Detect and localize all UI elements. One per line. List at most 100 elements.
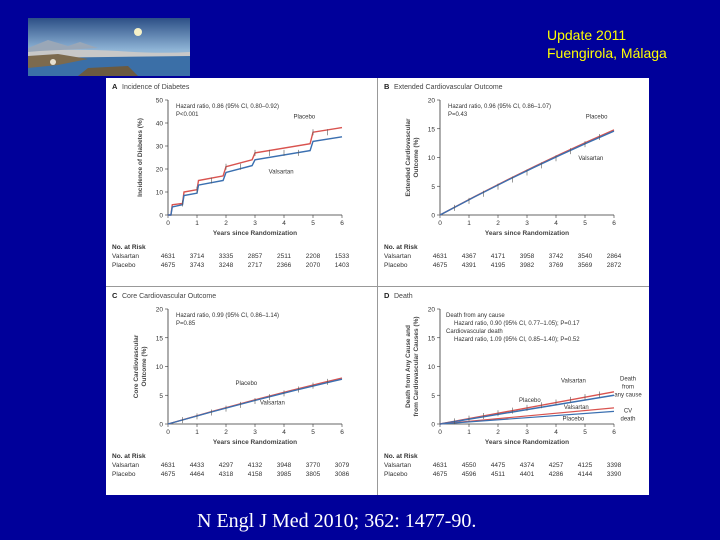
risk-value: 3540 <box>578 253 593 260</box>
y-tick-label: 5 <box>159 393 163 400</box>
y-tick-label: 5 <box>431 393 435 400</box>
risk-value: 4374 <box>520 462 535 469</box>
y-tick-label: 10 <box>156 190 164 197</box>
x-tick-label: 6 <box>340 220 344 227</box>
x-axis-label: Years since Randomization <box>213 230 297 237</box>
risk-value: 4631 <box>161 253 176 260</box>
x-tick-label: 4 <box>282 429 286 436</box>
panel-chart: B Extended Cardiovascular Outcome05101520… <box>384 82 622 269</box>
curve-label: Placebo <box>519 398 541 404</box>
risk-value: 4631 <box>433 253 448 260</box>
hazard-ratio-text: Death from any cause <box>446 313 505 319</box>
x-tick-label: 1 <box>195 220 199 227</box>
risk-value: 2366 <box>277 262 292 269</box>
risk-value: 2872 <box>607 262 622 269</box>
y-tick-label: 20 <box>156 307 164 314</box>
risk-row-name: Placebo <box>112 262 136 269</box>
x-tick-label: 0 <box>438 220 442 227</box>
x-tick-label: 0 <box>438 429 442 436</box>
y-axis-label: Core CardiovascularOutcome (%) <box>133 334 148 398</box>
panel-title: Core Cardiovascular Outcome <box>122 293 216 300</box>
risk-value: 4257 <box>549 462 564 469</box>
y-tick-label: 50 <box>156 98 164 105</box>
risk-value: 4318 <box>219 471 234 478</box>
risk-value: 4158 <box>248 471 263 478</box>
y-tick-label: 10 <box>156 364 164 371</box>
hazard-ratio-text: P=0.43 <box>448 112 468 118</box>
panel-chart: D Death 0 5 10 15 20 0 1 2 3 4 5 6 Years since Randomi… <box>384 291 642 478</box>
x-tick-label: 1 <box>195 429 199 436</box>
risk-value: 4132 <box>248 462 263 469</box>
panel-letter: D <box>384 291 390 300</box>
risk-row-name: Valsartan <box>112 462 139 469</box>
side-label: Death from any cause <box>614 376 642 398</box>
x-tick-label: 2 <box>496 429 500 436</box>
y-tick-label: 20 <box>428 98 436 105</box>
x-axis-label: Years since Randomization <box>213 439 297 446</box>
x-tick-label: 0 <box>166 429 170 436</box>
panel-chart: A Incidence of Diabetes 0 10 20 30 40 50 0 1 2 3 4 5 6… <box>112 82 350 269</box>
panel-b: B Extended Cardiovascular Outcome 0 5 10 15 20… <box>378 78 649 286</box>
risk-value: 4550 <box>462 462 477 469</box>
x-tick-label: 1 <box>467 429 471 436</box>
risk-value: 3248 <box>219 262 234 269</box>
risk-value: 3079 <box>335 462 350 469</box>
citation: N Engl J Med 2010; 362: 1477-90. <box>197 510 477 532</box>
x-tick-label: 3 <box>525 220 529 227</box>
x-axis-label: Years since Randomization <box>485 230 569 237</box>
risk-value: 4433 <box>190 462 205 469</box>
hazard-ratio-text: P=0.85 <box>176 321 196 327</box>
risk-value: 4144 <box>578 471 593 478</box>
x-tick-label: 4 <box>554 429 558 436</box>
y-tick-label: 15 <box>428 126 436 133</box>
trial-figure: A Incidence of Diabetes 0 10 20 30 40 50 0 1 2 3 4 5 6… <box>106 78 649 495</box>
y-axis-label: Incidence of Diabetes (%) <box>137 118 144 197</box>
curve-label: Placebo <box>235 381 257 387</box>
y-tick-label: 0 <box>431 422 435 429</box>
risk-value: 3769 <box>549 262 564 269</box>
risk-value: 3742 <box>549 253 564 260</box>
risk-value: 3948 <box>277 462 292 469</box>
risk-row-name: Valsartan <box>384 253 411 260</box>
placebo-curve <box>168 126 343 216</box>
header-line-1: Update 2011 <box>547 27 627 43</box>
x-tick-label: 2 <box>224 220 228 227</box>
x-tick-label: 1 <box>467 220 471 227</box>
x-tick-label: 6 <box>612 220 616 227</box>
risk-value: 2857 <box>248 253 263 260</box>
risk-value: 3743 <box>190 262 205 269</box>
risk-value: 4464 <box>190 471 205 478</box>
risk-value: 3390 <box>607 471 622 478</box>
risk-header: No. at Risk <box>112 244 146 251</box>
x-tick-label: 5 <box>311 429 315 436</box>
y-tick-label: 5 <box>431 184 435 191</box>
risk-value: 2717 <box>248 262 263 269</box>
risk-row-name: Placebo <box>384 471 408 478</box>
y-tick-label: 20 <box>156 167 164 174</box>
coastal-photo <box>28 18 190 76</box>
risk-value: 3086 <box>335 471 350 478</box>
risk-value: 4511 <box>491 471 505 478</box>
y-tick-label: 20 <box>428 307 436 314</box>
risk-header: No. at Risk <box>384 453 418 460</box>
header-line-2: Fuengirola, Málaga <box>547 45 667 61</box>
y-tick-label: 0 <box>159 213 163 220</box>
curve-label: Valsartan <box>564 405 589 411</box>
y-tick-label: 10 <box>428 155 436 162</box>
curve-label: Valsartan <box>269 170 294 176</box>
y-tick-label: 15 <box>428 335 436 342</box>
update-header: Update 2011 Fuengirola, Málaga <box>547 26 667 62</box>
panel-letter: A <box>112 82 118 91</box>
risk-value: 4171 <box>491 253 506 260</box>
curve-label: Valsartan <box>578 156 603 162</box>
x-tick-label: 3 <box>525 429 529 436</box>
hazard-ratio-text: Hazard ratio, 0.90 (95% CI, 0.77–1.05); … <box>454 321 580 327</box>
x-tick-label: 5 <box>583 220 587 227</box>
x-tick-label: 5 <box>583 429 587 436</box>
risk-value: 4475 <box>491 462 506 469</box>
risk-row-name: Placebo <box>112 471 136 478</box>
valsartan-curve <box>168 136 343 216</box>
y-axis-label: Extended CardiovascularOutcome (%) <box>405 118 420 196</box>
y-axis-label: Death from Any Cause andfrom Cardiovascu… <box>405 316 420 416</box>
curve-label: Placebo <box>563 417 585 423</box>
